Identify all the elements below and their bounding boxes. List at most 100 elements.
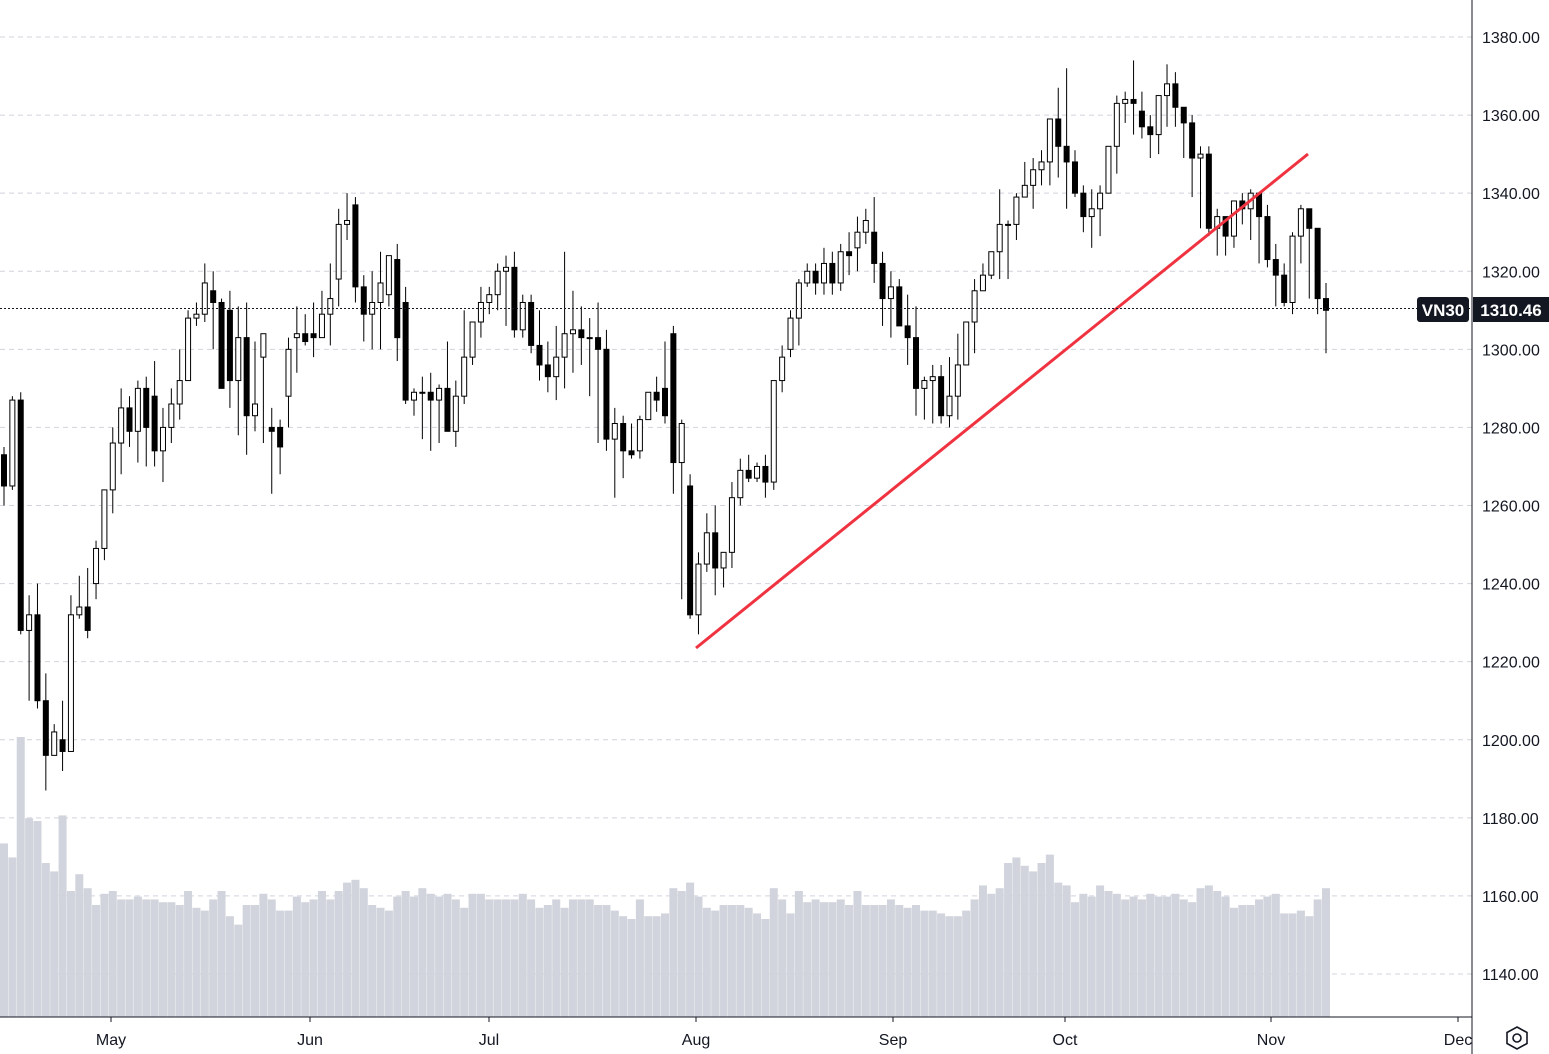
candle-body [101,489,108,549]
volume-bar [1004,863,1013,1017]
candle-body [636,419,643,452]
candle-body [243,337,250,417]
volume-bar [669,888,678,1017]
candle-body [1205,153,1212,229]
price-axis[interactable]: 1140.00 1160.00 1180.00 1200.00 1220.00 1240.… [1482,30,1540,984]
price-tick-label: 1160.00 [1482,889,1539,906]
volume-bar [727,905,736,1017]
volume-bar [1196,888,1205,1017]
time-axis[interactable]: May Jun Jul Aug Sep Oct Nov Dec [96,1017,1472,1049]
candle-body [611,423,618,440]
candle-body [720,551,727,569]
volume-bar [309,899,318,1017]
price-tick-label: 1320.00 [1482,264,1540,281]
candle-body [812,270,819,284]
volume-bar [753,913,762,1017]
volume-bar [978,885,987,1017]
candle-body [586,337,593,340]
volume-bar [460,907,469,1017]
candle-body [1122,98,1129,104]
candle-body [360,286,367,315]
candle-body [461,356,468,397]
candle-body [1264,216,1271,261]
volume-bar [150,899,159,1017]
candle-body [193,313,200,319]
candle-body [1297,208,1304,237]
volume-bar [50,871,59,1017]
candle-body [1,454,7,487]
volume-bar [351,879,360,1017]
volume-bar [1054,882,1063,1017]
candle-body [285,348,292,397]
candle-body [795,282,802,319]
volume-bar [217,891,226,1017]
volume-bar [761,919,770,1017]
volume-bar [1288,913,1297,1017]
candle-body [477,301,484,323]
volume-bar [594,905,603,1017]
volume-bar [142,899,151,1017]
candle-body [1314,227,1321,300]
volume-bar [376,907,385,1017]
candle-body [344,219,351,225]
price-tick-label: 1340.00 [1482,186,1540,203]
candle-body [394,259,401,339]
time-tick-label: Sep [879,1032,908,1049]
candle-body [896,286,903,327]
volume-bar [694,896,703,1017]
volume-bar [267,899,276,1017]
candle-body [118,407,125,444]
candle-body [1013,196,1020,225]
candle-body [452,395,459,432]
price-tick-label: 1280.00 [1482,420,1540,437]
volume-bar [41,863,50,1017]
candle-body [126,407,133,432]
volume-bar [92,905,101,1017]
candle-body [712,532,719,569]
candle-body [17,399,24,631]
symbol-badge: VN30 [1417,297,1469,322]
candle-body [770,380,777,483]
volume-bar [811,899,820,1017]
volume-bar [845,905,854,1017]
time-tick-label: Dec [1444,1032,1472,1049]
candle-body [277,426,284,448]
volume-bar [1221,896,1230,1017]
candle-body [938,376,945,417]
volume-bar [292,896,301,1017]
candle-body [486,294,493,303]
candle-body [1071,161,1078,194]
candle-body [745,469,752,479]
volume-bar [677,891,686,1017]
volume-bar [1204,885,1213,1017]
volume-bar [409,896,418,1017]
volume-bar [242,905,251,1017]
volume-bar [920,910,929,1017]
candle-body [402,301,409,401]
candle-body [996,223,1003,253]
candle-body [201,282,208,315]
volume-bar [25,818,34,1017]
volume-bar [962,910,971,1017]
volume-bar [1112,893,1121,1017]
volume-bar [1096,885,1105,1017]
time-tick-label: Nov [1257,1032,1285,1049]
candle-body [335,223,342,280]
chart-settings-icon[interactable] [1503,1024,1531,1052]
volume-bar [1238,905,1247,1017]
candle-body [837,251,844,284]
candle-body [511,266,518,331]
candle-body [703,532,710,565]
volume-bar [393,896,402,1017]
volume-bar [401,891,410,1017]
volume-bar [125,899,134,1017]
volume-bar [58,815,67,1017]
candle-body [185,317,192,382]
volume-bar [133,896,142,1017]
candle-body [26,614,33,631]
trendline[interactable] [695,152,1309,650]
volume-bar [1213,891,1222,1017]
candle-body [84,606,91,631]
volume-bar [602,905,611,1017]
